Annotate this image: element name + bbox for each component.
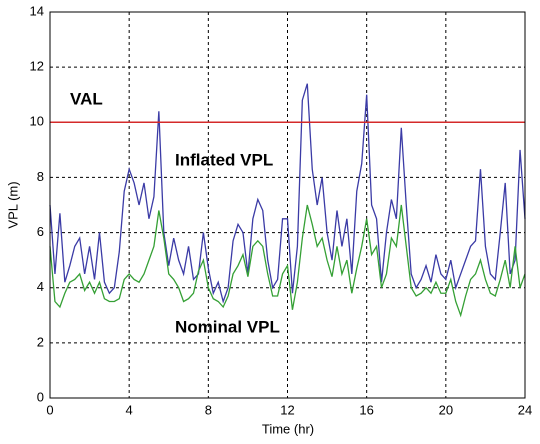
x-tick-label: 4 (126, 402, 133, 417)
x-tick-label: 16 (359, 402, 373, 417)
y-tick-label: 4 (37, 279, 44, 294)
x-tick-label: 8 (205, 402, 212, 417)
y-tick-label: 2 (37, 334, 44, 349)
y-tick-label: 6 (37, 224, 44, 239)
series-line (49, 204, 526, 318)
y-tick-label: 10 (30, 114, 44, 129)
y-tick-label: 8 (37, 169, 44, 184)
x-axis-label: Time (hr) (262, 421, 314, 436)
series-label: Inflated VPL (175, 150, 273, 169)
x-tick-label: 20 (439, 402, 453, 417)
x-tick-label: 12 (280, 402, 294, 417)
x-tick-label: 0 (46, 402, 53, 417)
plot-frame (49, 11, 526, 399)
y-tick-label: 12 (30, 59, 44, 74)
y-tick-label: 14 (30, 3, 44, 18)
x-tick-label: 24 (518, 402, 532, 417)
y-axis-label: VPL (m) (5, 181, 20, 228)
y-tick-label: 0 (37, 389, 44, 404)
series-label: Nominal VPL (175, 317, 280, 336)
series-line (49, 83, 526, 304)
reference-label: VAL (70, 89, 103, 108)
